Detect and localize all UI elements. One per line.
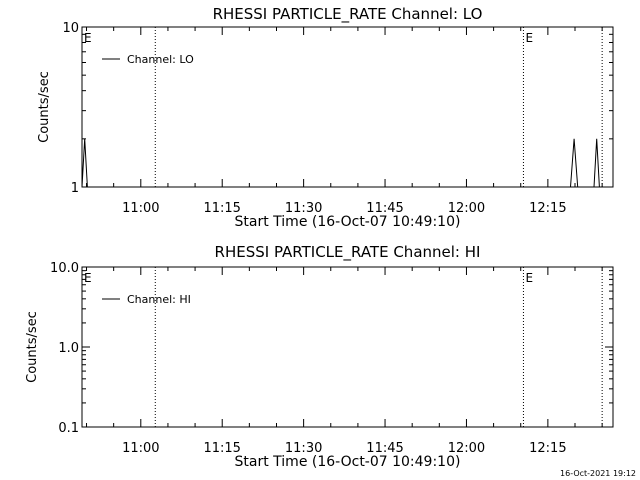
chart-title: RHESSI PARTICLE_RATE Channel: HI: [215, 243, 481, 262]
chart-panel-lo: RHESSI PARTICLE_RATE Channel: LO 11:00 11:…: [37, 5, 614, 230]
event-marker-label: E: [525, 31, 533, 45]
y-axis-label: Counts/sec: [25, 311, 40, 383]
y-tick-label: 1.0: [58, 341, 79, 356]
plot-frame: [81, 266, 614, 428]
x-tick-label: 11:00: [122, 441, 159, 456]
y-tick-label: 0.1: [58, 421, 79, 436]
x-axis-label: Start Time (16-Oct-07 10:49:10): [235, 214, 461, 230]
x-tick-label: 11:15: [203, 441, 240, 456]
x-tick-label: 11:45: [366, 441, 403, 456]
chart-panel-hi: RHESSI PARTICLE_RATE Channel: HI 11:00 11:…: [25, 243, 614, 470]
x-tick-label: 12:00: [448, 201, 485, 216]
footer-timestamp: 16-Oct-2021 19:12: [560, 469, 636, 478]
x-tick-label: 11:15: [203, 201, 240, 216]
x-tick-label: 12:00: [448, 441, 485, 456]
y-tick-label: 10.0: [50, 261, 79, 276]
x-tick-label: 12:15: [529, 441, 566, 456]
series-line: [81, 138, 600, 188]
x-axis-label: Start Time (16-Oct-07 10:49:10): [235, 454, 461, 470]
x-tick-label: 11:30: [285, 441, 322, 456]
y-axis-label: Counts/sec: [37, 71, 52, 143]
chart-title: RHESSI PARTICLE_RATE Channel: LO: [213, 5, 483, 24]
x-tick-label: 12:15: [529, 201, 566, 216]
legend-label: Channel: LO: [127, 53, 194, 66]
plot-frame: [81, 26, 614, 188]
x-tick-label: 11:30: [285, 201, 322, 216]
x-tick-label: 11:00: [122, 201, 159, 216]
event-marker-label: E: [84, 271, 92, 285]
event-marker-label: E: [525, 271, 533, 285]
x-tick-label: 11:45: [366, 201, 403, 216]
y-tick-label: 10: [62, 21, 79, 36]
event-marker-label: E: [84, 31, 92, 45]
y-tick-label: 1: [71, 181, 79, 196]
legend-label: Channel: HI: [127, 293, 191, 306]
